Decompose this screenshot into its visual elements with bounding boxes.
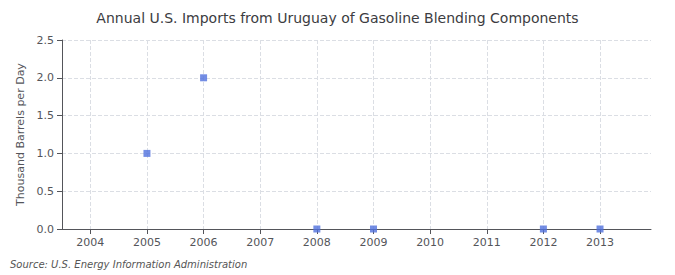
svg-text:1.5: 1.5 <box>37 109 55 122</box>
svg-text:Annual U.S. Imports from Urugu: Annual U.S. Imports from Uruguay of Gaso… <box>96 10 578 26</box>
svg-text:2005: 2005 <box>133 236 161 249</box>
svg-text:2010: 2010 <box>416 236 444 249</box>
svg-text:2007: 2007 <box>246 236 274 249</box>
svg-text:2012: 2012 <box>529 236 557 249</box>
svg-text:2.0: 2.0 <box>37 71 55 84</box>
svg-text:0.0: 0.0 <box>37 223 55 236</box>
svg-text:1.0: 1.0 <box>37 147 55 160</box>
svg-text:2004: 2004 <box>76 236 104 249</box>
svg-text:2013: 2013 <box>586 236 614 249</box>
svg-text:Source: U.S. Energy Informatio: Source: U.S. Energy Information Administ… <box>10 259 247 270</box>
svg-text:2006: 2006 <box>190 236 218 249</box>
svg-text:0.5: 0.5 <box>37 185 55 198</box>
svg-text:2009: 2009 <box>359 236 387 249</box>
svg-text:2008: 2008 <box>303 236 331 249</box>
svg-text:2011: 2011 <box>473 236 501 249</box>
svg-text:Thousand Barrels per Day: Thousand Barrels per Day <box>14 63 27 207</box>
svg-text:2.5: 2.5 <box>37 34 55 47</box>
